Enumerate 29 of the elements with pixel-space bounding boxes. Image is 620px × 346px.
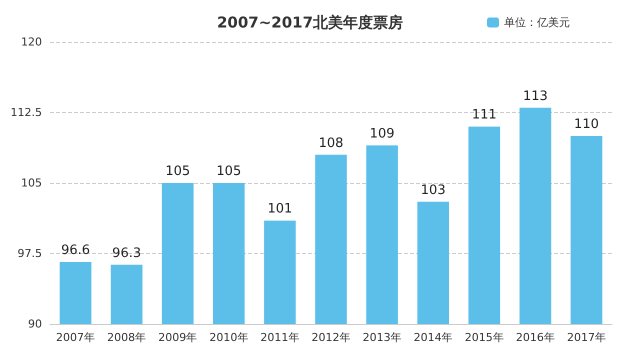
x-tick-label: 2011年 <box>260 331 300 344</box>
data-label: 96.3 <box>112 246 142 261</box>
y-tick-label: 105 <box>21 176 42 190</box>
y-tick-label: 112.5 <box>10 106 42 119</box>
data-label: 96.6 <box>61 242 90 258</box>
data-label: 108 <box>318 136 344 151</box>
data-label: 110 <box>574 117 599 132</box>
x-tick-label: 2015年 <box>464 331 504 344</box>
chart-title: 2007~2017北美年度票房 <box>216 14 404 32</box>
x-tick-label: 2010年 <box>209 331 248 344</box>
data-label: 109 <box>370 126 395 142</box>
x-tick-label: 2016年 <box>516 331 555 344</box>
x-tick-label: 2007年 <box>56 331 96 344</box>
x-tick-label: 2017年 <box>566 331 606 344</box>
data-label: 101 <box>267 202 292 217</box>
data-label: 103 <box>420 182 446 198</box>
x-tick-label: 2014年 <box>414 331 453 344</box>
x-tick-label: 2012年 <box>312 331 350 344</box>
data-label: 105 <box>165 164 190 179</box>
legend-label: 单位：亿美元 <box>504 16 570 29</box>
x-tick-label: 2009年 <box>158 331 198 344</box>
y-tick-label: 90 <box>28 318 42 330</box>
x-tick-label: 2013年 <box>362 331 402 344</box>
x-tick-label: 2008年 <box>107 331 146 344</box>
data-label: 113 <box>522 88 548 104</box>
data-label: 105 <box>216 164 242 179</box>
y-tick-label: 97.5 <box>18 247 42 260</box>
data-label: 111 <box>472 108 497 123</box>
y-tick-label: 120 <box>21 36 42 48</box>
